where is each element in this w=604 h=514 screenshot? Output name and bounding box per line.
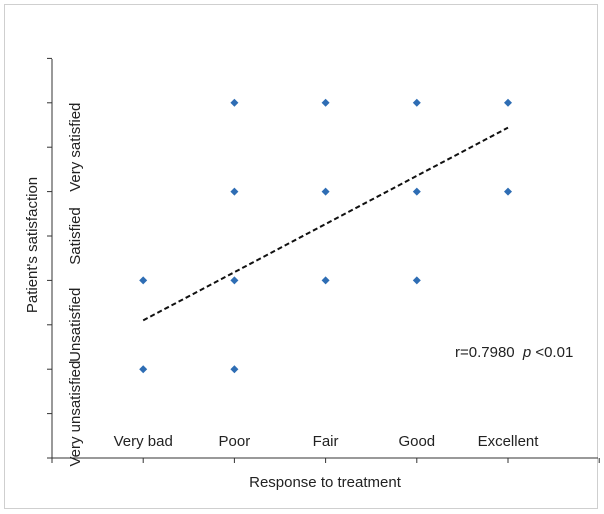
data-point (139, 276, 148, 285)
data-point (230, 98, 239, 107)
x-tick-label: Excellent (478, 433, 540, 450)
data-point (230, 365, 239, 374)
data-point (412, 187, 421, 196)
x-tick-label: Fair (313, 433, 339, 450)
y-tick-label: Very unsatisfied (67, 361, 84, 467)
correlation-annotation: r=0.7980 p <0.01 (455, 344, 573, 361)
data-point (504, 98, 512, 107)
data-point (412, 98, 421, 107)
y-axis-title: Patient's satisfaction (24, 177, 41, 313)
chart-frame (4, 4, 598, 509)
data-point (230, 276, 239, 285)
data-point (412, 276, 421, 285)
y-tick-label: Satisfied (67, 207, 84, 265)
data-point (139, 365, 148, 374)
axis-ticks (47, 57, 600, 463)
x-tick-label: Very bad (114, 433, 173, 450)
p-value: <0.01 (535, 344, 573, 361)
data-point (321, 276, 330, 285)
x-tick-labels: Very bad Poor Fair Good Excellent (114, 433, 540, 450)
data-point (321, 187, 330, 196)
x-axis-title: Response to treatment (249, 474, 402, 491)
data-point (504, 187, 512, 196)
data-point (230, 187, 239, 196)
data-point (321, 98, 330, 107)
x-tick-label: Poor (219, 433, 251, 450)
y-tick-label: Unsatisfied (67, 288, 84, 362)
y-tick-label: Very satisfied (67, 103, 84, 192)
r-value: r=0.7980 (455, 344, 515, 361)
p-label: p (522, 344, 531, 361)
data-points (139, 98, 512, 374)
x-tick-label: Good (398, 433, 435, 450)
trend-line (142, 126, 509, 322)
